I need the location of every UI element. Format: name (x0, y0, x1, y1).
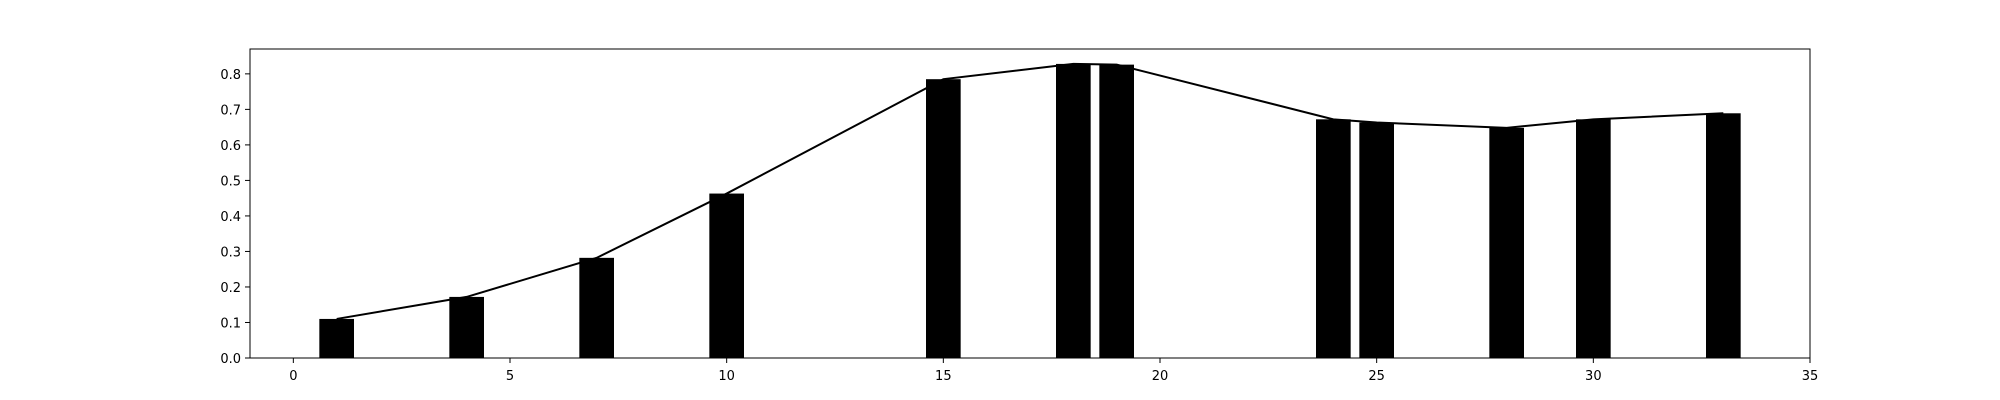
bars-group (319, 63, 1741, 359)
x-tick-label-5: 25 (1368, 369, 1385, 384)
bar-0 (319, 318, 354, 358)
bar-10 (1576, 119, 1611, 359)
bar-11 (1706, 113, 1741, 358)
line-layer (336, 62, 1724, 320)
x-tick-label-4: 20 (1152, 369, 1169, 384)
x-axis: 0 5 10 15 20 25 30 35 (289, 358, 1818, 384)
bar-1 (449, 296, 484, 358)
y-tick-label-6: 0.6 (220, 139, 241, 154)
bar-4 (926, 79, 961, 359)
bar-6 (1099, 64, 1134, 358)
x-tick-label-7: 35 (1802, 369, 1819, 384)
bar-7 (1316, 119, 1351, 359)
x-tick-label-2: 10 (718, 369, 735, 384)
y-tick-label-8: 0.8 (220, 68, 241, 83)
x-tick-label-3: 15 (935, 369, 952, 384)
series-line (336, 62, 1724, 320)
bar-9 (1489, 127, 1524, 359)
y-tick-label-4: 0.4 (220, 210, 241, 225)
plot-frame (249, 48, 1811, 359)
y-axis: 0.0 0.1 0.2 0.3 0.4 0.5 0.6 0.7 0.8 (220, 68, 250, 367)
y-tick-label-7: 0.7 (220, 103, 241, 118)
y-tick-label-2: 0.2 (220, 281, 241, 296)
x-tick-label-1: 5 (506, 369, 514, 384)
y-tick-label-3: 0.3 (220, 245, 241, 260)
bar-8 (1359, 122, 1394, 358)
y-tick-label-1: 0.1 (220, 316, 241, 331)
x-tick-label-0: 0 (289, 369, 297, 384)
bar-2 (579, 257, 614, 358)
y-tick-label-5: 0.5 (220, 174, 241, 189)
bar-5 (1056, 63, 1091, 359)
y-tick-label-0: 0.0 (220, 352, 241, 367)
x-tick-label-6: 30 (1585, 369, 1602, 384)
bar-3 (709, 193, 744, 358)
